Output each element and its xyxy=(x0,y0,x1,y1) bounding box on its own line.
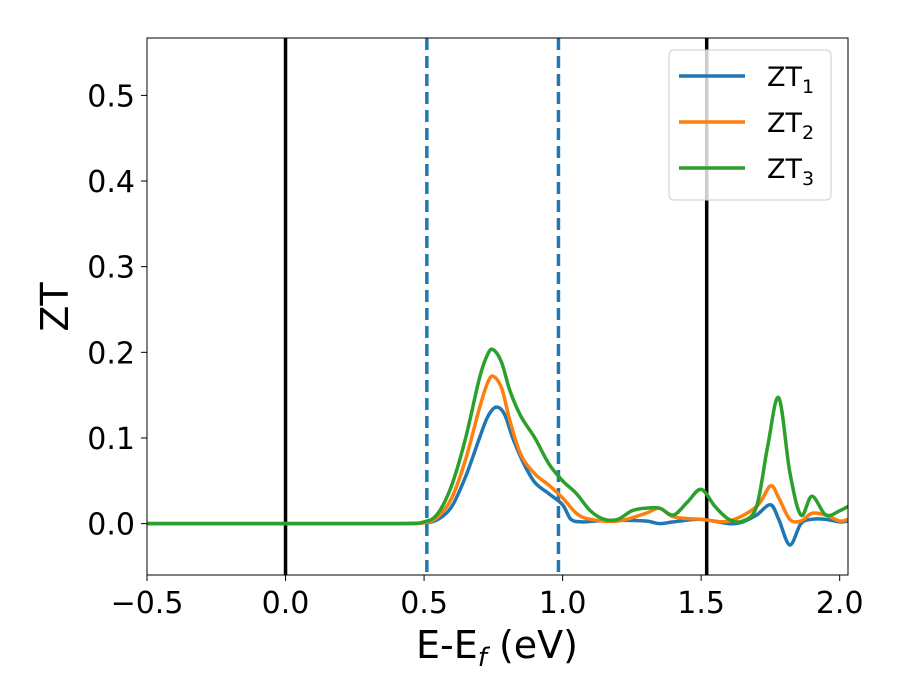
x-tick-label: 0.0 xyxy=(262,586,310,621)
y-tick-label: 0.5 xyxy=(87,79,135,114)
y-tick-label: 0.4 xyxy=(87,165,135,200)
y-tick-label: 0.1 xyxy=(87,422,135,457)
x-tick-label: 1.5 xyxy=(677,586,725,621)
x-axis-label-main: E-E xyxy=(416,623,478,667)
legend: ZT1 ZT2 ZT3 xyxy=(668,49,832,201)
legend-entries: ZT1 ZT2 ZT3 xyxy=(679,62,814,190)
x-axis-label: E-Ef (eV) xyxy=(416,623,578,673)
series-line-2 xyxy=(147,374,848,526)
y-axis-label: ZT xyxy=(33,282,77,332)
y-tick-label: 0.2 xyxy=(87,336,135,371)
x-tick-label: 1.0 xyxy=(539,586,587,621)
x-tick-label: −0.5 xyxy=(111,586,184,621)
legend-label-2: ZT2 xyxy=(767,108,814,144)
x-tick-label: 0.5 xyxy=(400,586,448,621)
x-axis-label-suffix: (eV) xyxy=(487,623,578,667)
series-line-3 xyxy=(147,347,848,526)
plot-frame xyxy=(146,37,849,576)
legend-label-1: ZT1 xyxy=(767,62,814,98)
y-axis-ticks: 0.0 0.1 0.2 0.3 0.4 0.5 xyxy=(87,79,147,543)
series-line-1 xyxy=(147,405,848,547)
legend-box xyxy=(668,49,832,201)
x-axis-ticks: −0.5 0.0 0.5 1.0 1.5 2.0 xyxy=(111,575,864,621)
y-tick-label: 0.0 xyxy=(87,508,135,543)
legend-label-3: ZT3 xyxy=(767,154,814,190)
y-tick-label: 0.3 xyxy=(87,251,135,286)
x-tick-label: 2.0 xyxy=(816,586,864,621)
series-lines xyxy=(147,347,848,547)
vertical-lines xyxy=(283,38,709,575)
